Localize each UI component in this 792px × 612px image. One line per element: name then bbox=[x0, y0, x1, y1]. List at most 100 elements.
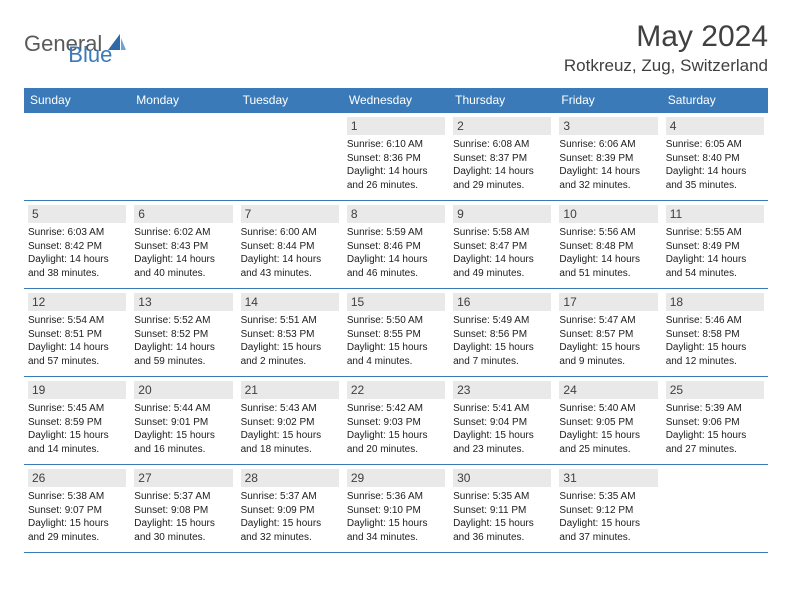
calendar-week-row: 26Sunrise: 5:38 AMSunset: 9:07 PMDayligh… bbox=[24, 465, 768, 553]
calendar-day-cell: 13Sunrise: 5:52 AMSunset: 8:52 PMDayligh… bbox=[130, 289, 236, 377]
day-info: Sunrise: 5:37 AMSunset: 9:09 PMDaylight:… bbox=[241, 490, 339, 544]
day-number: 21 bbox=[241, 381, 339, 399]
logo-text-blue: Blue bbox=[68, 42, 112, 68]
day-number: 3 bbox=[559, 117, 657, 135]
calendar-day-cell: 2Sunrise: 6:08 AMSunset: 8:37 PMDaylight… bbox=[449, 113, 555, 201]
day-number: 17 bbox=[559, 293, 657, 311]
day-info: Sunrise: 5:51 AMSunset: 8:53 PMDaylight:… bbox=[241, 314, 339, 368]
day-info: Sunrise: 5:54 AMSunset: 8:51 PMDaylight:… bbox=[28, 314, 126, 368]
calendar-day-cell: 25 Sunrise: 5:39 AMSunset: 9:06 PMDayligh… bbox=[662, 377, 768, 465]
day-header: Friday bbox=[555, 88, 661, 113]
calendar-day-cell: 23 Sunrise: 5:41 AMSunset: 9:04 PMDayligh… bbox=[449, 377, 555, 465]
day-header: Monday bbox=[130, 88, 236, 113]
calendar-day-cell: 4 Sunrise: 6:05 AMSunset: 8:40 PMDaylight… bbox=[662, 113, 768, 201]
day-info: Sunrise: 5:56 AMSunset: 8:48 PMDaylight:… bbox=[559, 226, 657, 280]
day-info: Sunrise: 6:03 AMSunset: 8:42 PMDaylight:… bbox=[28, 226, 126, 280]
calendar-day-cell: 18 Sunrise: 5:46 AMSunset: 8:58 PMDayligh… bbox=[662, 289, 768, 377]
calendar-day-cell: 27Sunrise: 5:37 AMSunset: 9:08 PMDayligh… bbox=[130, 465, 236, 553]
calendar-day-cell: 15 Sunrise: 5:50 AMSunset: 8:55 PMDayligh… bbox=[343, 289, 449, 377]
day-info: Sunrise: 5:45 AMSunset: 8:59 PMDaylight:… bbox=[28, 402, 126, 456]
day-info: Sunrise: 5:39 AMSunset: 9:06 PMDaylight:… bbox=[666, 402, 764, 456]
day-number: 12 bbox=[28, 293, 126, 311]
day-info: Sunrise: 5:43 AMSunset: 9:02 PMDaylight:… bbox=[241, 402, 339, 456]
calendar-table: SundayMondayTuesdayWednesdayThursdayFrid… bbox=[24, 88, 768, 553]
day-info: Sunrise: 6:10 AMSunset: 8:36 PMDaylight:… bbox=[347, 138, 445, 192]
calendar-day-cell: 19 Sunrise: 5:45 AMSunset: 8:59 PMDayligh… bbox=[24, 377, 130, 465]
calendar-day-cell: 9Sunrise: 5:58 AMSunset: 8:47 PMDaylight… bbox=[449, 201, 555, 289]
calendar-week-row: 12 Sunrise: 5:54 AMSunset: 8:51 PMDayligh… bbox=[24, 289, 768, 377]
calendar-day-cell: 30Sunrise: 5:35 AMSunset: 9:11 PMDayligh… bbox=[449, 465, 555, 553]
day-number: 18 bbox=[666, 293, 764, 311]
day-number: 10 bbox=[559, 205, 657, 223]
calendar-day-cell: 26Sunrise: 5:38 AMSunset: 9:07 PMDayligh… bbox=[24, 465, 130, 553]
day-info: Sunrise: 5:46 AMSunset: 8:58 PMDaylight:… bbox=[666, 314, 764, 368]
calendar-day-cell: 17 Sunrise: 5:47 AMSunset: 8:57 PMDayligh… bbox=[555, 289, 661, 377]
header: General Blue May 2024 Rotkreuz, Zug, Swi… bbox=[24, 20, 768, 76]
calendar-day-cell: 29 Sunrise: 5:36 AMSunset: 9:10 PMDayligh… bbox=[343, 465, 449, 553]
day-number: 8 bbox=[347, 205, 445, 223]
day-number: 30 bbox=[453, 469, 551, 487]
day-number: 2 bbox=[453, 117, 551, 135]
calendar-day-cell: 31Sunrise: 5:35 AMSunset: 9:12 PMDayligh… bbox=[555, 465, 661, 553]
day-number: 1 bbox=[347, 117, 445, 135]
calendar-day-cell bbox=[24, 113, 130, 201]
calendar-day-cell: 5 Sunrise: 6:03 AMSunset: 8:42 PMDaylight… bbox=[24, 201, 130, 289]
day-info: Sunrise: 6:00 AMSunset: 8:44 PMDaylight:… bbox=[241, 226, 339, 280]
day-info: Sunrise: 5:38 AMSunset: 9:07 PMDaylight:… bbox=[28, 490, 126, 544]
day-number: 15 bbox=[347, 293, 445, 311]
day-info: Sunrise: 5:52 AMSunset: 8:52 PMDaylight:… bbox=[134, 314, 232, 368]
day-header: Thursday bbox=[449, 88, 555, 113]
day-number: 5 bbox=[28, 205, 126, 223]
day-info: Sunrise: 5:40 AMSunset: 9:05 PMDaylight:… bbox=[559, 402, 657, 456]
day-number: 23 bbox=[453, 381, 551, 399]
calendar-day-cell: 3 Sunrise: 6:06 AMSunset: 8:39 PMDaylight… bbox=[555, 113, 661, 201]
calendar-day-cell: 21 Sunrise: 5:43 AMSunset: 9:02 PMDayligh… bbox=[237, 377, 343, 465]
day-header: Saturday bbox=[662, 88, 768, 113]
calendar-week-row: 19 Sunrise: 5:45 AMSunset: 8:59 PMDayligh… bbox=[24, 377, 768, 465]
day-number: 19 bbox=[28, 381, 126, 399]
calendar-day-cell: 10 Sunrise: 5:56 AMSunset: 8:48 PMDayligh… bbox=[555, 201, 661, 289]
calendar-day-cell: 24 Sunrise: 5:40 AMSunset: 9:05 PMDayligh… bbox=[555, 377, 661, 465]
calendar-day-cell: 11 Sunrise: 5:55 AMSunset: 8:49 PMDayligh… bbox=[662, 201, 768, 289]
day-number: 4 bbox=[666, 117, 764, 135]
day-number: 14 bbox=[241, 293, 339, 311]
month-year-title: May 2024 bbox=[564, 20, 768, 54]
day-info: Sunrise: 6:06 AMSunset: 8:39 PMDaylight:… bbox=[559, 138, 657, 192]
calendar-day-cell: 20Sunrise: 5:44 AMSunset: 9:01 PMDayligh… bbox=[130, 377, 236, 465]
day-number: 7 bbox=[241, 205, 339, 223]
day-info: Sunrise: 5:42 AMSunset: 9:03 PMDaylight:… bbox=[347, 402, 445, 456]
day-info: Sunrise: 5:58 AMSunset: 8:47 PMDaylight:… bbox=[453, 226, 551, 280]
day-info: Sunrise: 5:50 AMSunset: 8:55 PMDaylight:… bbox=[347, 314, 445, 368]
calendar-day-cell: 8 Sunrise: 5:59 AMSunset: 8:46 PMDaylight… bbox=[343, 201, 449, 289]
day-info: Sunrise: 5:41 AMSunset: 9:04 PMDaylight:… bbox=[453, 402, 551, 456]
location-subtitle: Rotkreuz, Zug, Switzerland bbox=[564, 56, 768, 76]
calendar-week-row: 5 Sunrise: 6:03 AMSunset: 8:42 PMDaylight… bbox=[24, 201, 768, 289]
day-info: Sunrise: 5:59 AMSunset: 8:46 PMDaylight:… bbox=[347, 226, 445, 280]
calendar-day-cell bbox=[130, 113, 236, 201]
calendar-day-cell: 1 Sunrise: 6:10 AMSunset: 8:36 PMDaylight… bbox=[343, 113, 449, 201]
day-info: Sunrise: 5:55 AMSunset: 8:49 PMDaylight:… bbox=[666, 226, 764, 280]
day-number: 22 bbox=[347, 381, 445, 399]
day-info: Sunrise: 6:05 AMSunset: 8:40 PMDaylight:… bbox=[666, 138, 764, 192]
day-number: 28 bbox=[241, 469, 339, 487]
title-block: May 2024 Rotkreuz, Zug, Switzerland bbox=[564, 20, 768, 76]
day-number: 29 bbox=[347, 469, 445, 487]
day-header: Wednesday bbox=[343, 88, 449, 113]
day-info: Sunrise: 5:47 AMSunset: 8:57 PMDaylight:… bbox=[559, 314, 657, 368]
day-number: 25 bbox=[666, 381, 764, 399]
day-number: 11 bbox=[666, 205, 764, 223]
day-info: Sunrise: 5:36 AMSunset: 9:10 PMDaylight:… bbox=[347, 490, 445, 544]
calendar-day-cell: 6 Sunrise: 6:02 AMSunset: 8:43 PMDaylight… bbox=[130, 201, 236, 289]
calendar-day-cell bbox=[237, 113, 343, 201]
day-number: 24 bbox=[559, 381, 657, 399]
day-number: 6 bbox=[134, 205, 232, 223]
day-header-row: SundayMondayTuesdayWednesdayThursdayFrid… bbox=[24, 88, 768, 113]
day-info: Sunrise: 6:02 AMSunset: 8:43 PMDaylight:… bbox=[134, 226, 232, 280]
day-info: Sunrise: 5:37 AMSunset: 9:08 PMDaylight:… bbox=[134, 490, 232, 544]
day-number: 20 bbox=[134, 381, 232, 399]
day-number: 31 bbox=[559, 469, 657, 487]
calendar-day-cell: 7 Sunrise: 6:00 AMSunset: 8:44 PMDaylight… bbox=[237, 201, 343, 289]
logo: General Blue bbox=[24, 20, 112, 68]
calendar-day-cell: 12 Sunrise: 5:54 AMSunset: 8:51 PMDayligh… bbox=[24, 289, 130, 377]
day-header: Tuesday bbox=[237, 88, 343, 113]
